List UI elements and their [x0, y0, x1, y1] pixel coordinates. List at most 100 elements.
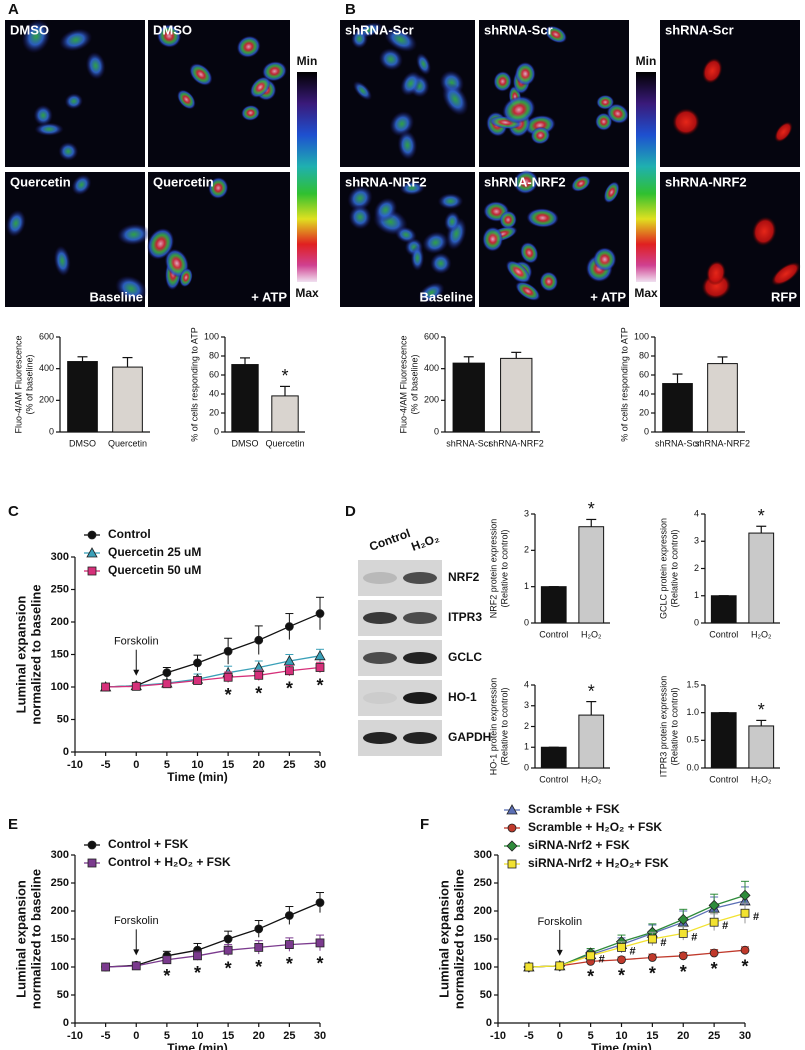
bar	[710, 595, 737, 624]
y-axis-label: HO-1 protein expression	[488, 678, 498, 776]
y-axis-label: GCLC protein expression	[658, 518, 668, 619]
y-tick-label: 250	[51, 583, 69, 595]
panel-letter: B	[345, 1, 356, 18]
y-tick-label: 3	[524, 700, 529, 710]
cell	[208, 177, 229, 199]
y-axis-label: NRF2 protein expression	[488, 519, 498, 619]
cell	[348, 204, 372, 230]
cell	[157, 24, 181, 48]
y-axis-label: % of cells responding to ATP	[189, 327, 199, 441]
y-axis-label: normalized to baseline	[28, 584, 43, 724]
y-tick-label: 2	[524, 721, 529, 731]
y-tick-label: 0.0	[686, 762, 699, 772]
marker	[193, 658, 202, 668]
bar	[500, 357, 533, 433]
y-axis-label: (% of baseline)	[24, 354, 34, 414]
cell	[373, 197, 398, 223]
marker	[740, 945, 750, 955]
marker	[315, 938, 325, 948]
bar	[578, 714, 605, 769]
image-label: DMSO	[10, 22, 49, 37]
blot-band	[363, 612, 397, 624]
annotation: Forskolin	[114, 915, 159, 927]
y-tick-label: 60	[639, 369, 649, 379]
x-tick-label: -5	[524, 1030, 534, 1042]
cell	[177, 89, 196, 110]
y-tick-label: 0	[694, 617, 699, 627]
cell	[418, 282, 445, 303]
cell	[593, 247, 617, 272]
marker	[223, 934, 233, 944]
y-tick-label: 1	[694, 590, 699, 600]
blot-column-label: H₂O₂	[409, 531, 441, 554]
x-tick-label: DMSO	[232, 438, 259, 448]
x-tick-label: Quercetin	[265, 438, 304, 448]
y-tick-label: 0	[524, 617, 529, 627]
bar	[112, 366, 143, 433]
cell	[117, 223, 151, 246]
x-tick-label: 20	[253, 1030, 265, 1042]
blot-band	[403, 612, 437, 624]
significance: *	[680, 962, 687, 982]
cell	[526, 208, 559, 228]
annotation: Forskolin	[537, 916, 582, 928]
hash-label: #	[630, 945, 636, 957]
bar	[540, 746, 567, 769]
bar	[67, 361, 98, 433]
significance: *	[255, 683, 262, 703]
significance: *	[255, 957, 262, 977]
x-tick-label: 5	[164, 759, 170, 771]
panel-letter: E	[8, 816, 18, 833]
cell	[606, 103, 629, 124]
blot-row-label: HO-1	[448, 690, 477, 704]
panel-letter: D	[345, 503, 356, 520]
image-label: + ATP	[251, 289, 287, 304]
series-line	[105, 942, 321, 968]
cell	[513, 169, 539, 195]
series-line	[105, 902, 321, 968]
marker	[254, 924, 264, 934]
cell	[595, 112, 613, 131]
x-tick-label: 30	[739, 1030, 751, 1042]
marker	[87, 858, 97, 868]
x-axis-label: Time (min)	[591, 1041, 651, 1050]
x-tick-label: 5	[164, 1030, 170, 1042]
y-tick-label: 3	[694, 536, 699, 546]
marker	[131, 681, 141, 691]
cell	[422, 231, 449, 254]
y-tick-label: 250	[51, 877, 69, 889]
legend-label: Control	[108, 527, 151, 541]
colorbar-max: Max	[295, 286, 319, 300]
cell	[378, 48, 404, 71]
cell	[85, 51, 106, 80]
cell	[21, 19, 51, 54]
y-tick-label: 0	[486, 1017, 492, 1029]
y-tick-label: 80	[639, 350, 649, 360]
blot-band	[403, 572, 437, 584]
bar	[271, 395, 299, 433]
marker	[223, 672, 233, 682]
micrograph	[660, 20, 800, 167]
y-axis-label: Luminal expansion	[436, 880, 451, 998]
y-tick-label: 0	[49, 426, 54, 436]
marker	[507, 823, 517, 833]
legend-label: siRNA-Nrf2 + H₂O₂+ FSK	[528, 856, 669, 870]
cell	[544, 25, 567, 44]
y-axis-label: (Relative to control)	[499, 529, 509, 607]
cell	[430, 252, 452, 275]
cell	[384, 27, 418, 52]
x-tick-label: DMSO	[69, 438, 96, 448]
y-tick-label: 200	[424, 395, 439, 405]
x-tick-label: 10	[191, 759, 203, 771]
y-tick-label: 20	[639, 407, 649, 417]
cell	[64, 93, 83, 110]
y-tick-label: 600	[424, 331, 439, 341]
y-tick-label: 0	[63, 746, 69, 758]
image-label: RFP	[771, 289, 797, 304]
x-tick-label: -10	[67, 759, 83, 771]
x-tick-label: Control	[539, 774, 568, 784]
y-tick-label: 300	[51, 551, 69, 563]
legend-label: Quercetin 25 uM	[108, 545, 201, 559]
marker	[87, 566, 97, 576]
x-tick-label: Quercetin	[108, 438, 147, 448]
